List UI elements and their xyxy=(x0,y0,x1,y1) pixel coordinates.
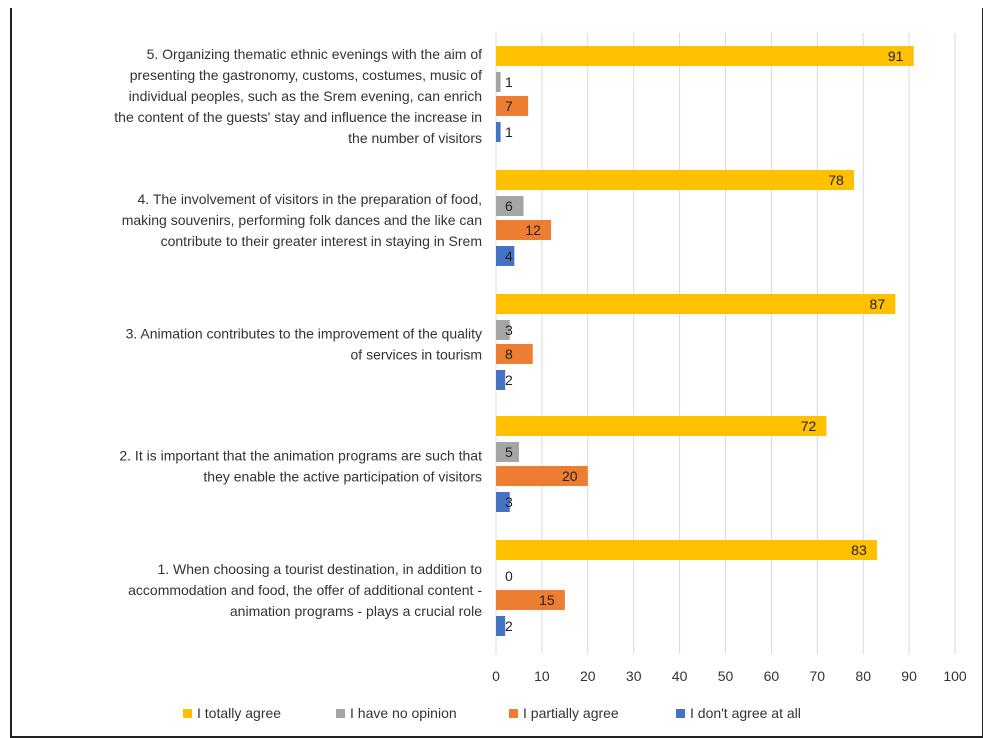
legend: I totally agree I have no opinion I partia… xyxy=(183,705,801,721)
bar xyxy=(496,370,506,390)
data-label: 1 xyxy=(505,124,513,140)
data-label: 78 xyxy=(828,172,844,188)
bar xyxy=(496,320,510,340)
data-label: 20 xyxy=(562,468,578,484)
category-label-line: contribute to their greater interest in … xyxy=(161,233,482,249)
data-label: 87 xyxy=(870,296,886,312)
data-label: 15 xyxy=(539,592,555,608)
legend-swatch xyxy=(183,709,192,718)
bar xyxy=(496,466,588,486)
bar xyxy=(496,492,510,512)
category-label-q3: 3. Animation contributes to the improvem… xyxy=(126,326,482,363)
legend-label: I totally agree xyxy=(197,705,281,721)
bars: 91 78 87 72 83 1 6 3 5 0 7 12 8 20 15 1 4 2 3 2 xyxy=(496,46,914,636)
data-label: 4 xyxy=(505,248,513,264)
category-label-line: the number of visitors xyxy=(348,130,482,146)
category-label-line: 3. Animation contributes to the improvem… xyxy=(126,326,482,342)
x-tick-label: 20 xyxy=(580,668,596,684)
x-tick-label: 30 xyxy=(626,668,642,684)
category-label-line: presenting the gastronomy, customs, cost… xyxy=(130,67,482,83)
category-label-line: the content of the guests' stay and infl… xyxy=(114,109,482,125)
x-tick-label: 80 xyxy=(855,668,871,684)
bar xyxy=(496,46,914,66)
category-label-line: accommodation and food, the offer of add… xyxy=(128,582,482,598)
x-tick-label: 100 xyxy=(943,668,967,684)
legend-label: I partially agree xyxy=(523,705,619,721)
legend-swatch xyxy=(509,709,518,718)
x-tick-label: 90 xyxy=(901,668,917,684)
data-label: 0 xyxy=(505,568,513,584)
bar xyxy=(496,196,524,216)
bar xyxy=(496,540,877,560)
data-label: 91 xyxy=(888,48,904,64)
x-tick-label: 0 xyxy=(492,668,500,684)
category-label-q2: 2. It is important that the animation pr… xyxy=(119,448,482,485)
category-label-q1: 1. When choosing a tourist destination, … xyxy=(128,561,482,619)
data-label: 3 xyxy=(505,322,513,338)
bar xyxy=(496,220,552,240)
bar xyxy=(496,294,896,314)
category-label-line: making souvenirs, performing folk dances… xyxy=(122,212,482,228)
data-label: 1 xyxy=(505,74,513,90)
category-label-line: 1. When choosing a tourist destination, … xyxy=(157,561,482,577)
data-label: 12 xyxy=(525,222,541,238)
category-label-line: they enable the active participation of … xyxy=(203,469,482,485)
data-label: 6 xyxy=(505,198,513,214)
legend-swatch xyxy=(676,709,685,718)
data-label: 5 xyxy=(505,444,513,460)
x-axis-ticks: 0 10 20 30 40 50 60 70 80 90 100 xyxy=(492,668,967,684)
x-tick-label: 10 xyxy=(534,668,550,684)
category-label-line: animation programs - plays a crucial rol… xyxy=(230,603,482,619)
bar xyxy=(496,616,506,636)
category-label-q5: 5. Organizing thematic ethnic evenings w… xyxy=(114,46,482,146)
bar xyxy=(496,416,827,436)
bar xyxy=(496,246,515,266)
category-label-line: of services in tourism xyxy=(351,347,482,363)
x-tick-label: 50 xyxy=(718,668,734,684)
data-label: 2 xyxy=(505,372,513,388)
category-label-line: 2. It is important that the animation pr… xyxy=(119,448,482,464)
data-label: 7 xyxy=(505,98,513,114)
grid-lines xyxy=(495,33,956,654)
category-label-line: individual peoples, such as the Srem eve… xyxy=(129,88,482,104)
bar xyxy=(496,442,519,462)
bar xyxy=(496,96,529,116)
legend-label: I have no opinion xyxy=(350,705,457,721)
category-label-line: 5. Organizing thematic ethnic evenings w… xyxy=(147,46,483,62)
bar xyxy=(496,344,533,364)
x-tick-label: 70 xyxy=(810,668,826,684)
x-tick-label: 40 xyxy=(672,668,688,684)
legend-swatch xyxy=(336,709,345,718)
category-labels: 5. Organizing thematic ethnic evenings w… xyxy=(114,46,482,619)
data-label: 8 xyxy=(505,346,513,362)
data-label: 83 xyxy=(851,542,867,558)
bar xyxy=(496,122,501,142)
bar xyxy=(496,72,501,92)
x-tick-label: 60 xyxy=(764,668,780,684)
legend-label: I don't agree at all xyxy=(690,705,801,721)
data-label: 72 xyxy=(801,418,817,434)
data-label: 2 xyxy=(505,618,513,634)
bar xyxy=(496,590,565,610)
bar xyxy=(496,170,855,190)
data-label: 3 xyxy=(505,494,513,510)
category-label-q4: 4. The involvement of visitors in the pr… xyxy=(122,191,482,249)
category-label-line: 4. The involvement of visitors in the pr… xyxy=(138,191,483,207)
